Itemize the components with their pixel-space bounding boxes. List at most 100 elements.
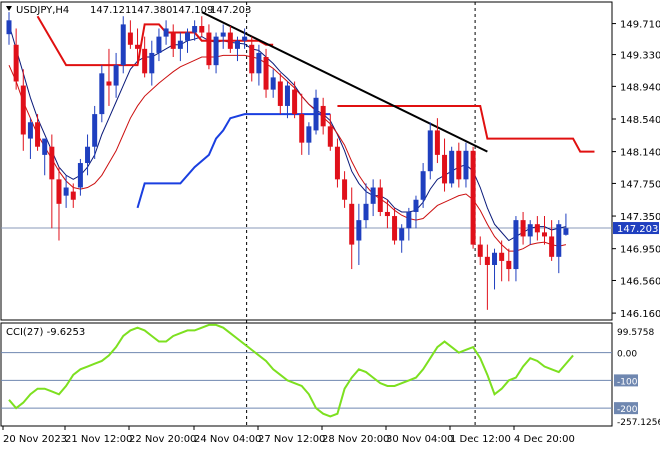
time-axis-label: 22 Nov 20:00 bbox=[129, 434, 196, 445]
candle-body bbox=[77, 163, 83, 188]
time-axis-label: 24 Nov 04:00 bbox=[194, 434, 261, 445]
candle-body bbox=[399, 228, 405, 241]
candle-body bbox=[549, 236, 555, 257]
price-panel[interactable] bbox=[0, 1, 613, 321]
candle-body bbox=[85, 146, 91, 164]
cci-axis-label: 99.5758 bbox=[617, 328, 654, 338]
candle-21 bbox=[156, 28, 162, 62]
candle-body bbox=[556, 224, 562, 257]
candle-body bbox=[442, 154, 448, 184]
price-axis-label: 146.950 bbox=[620, 245, 660, 256]
candle-68 bbox=[492, 248, 498, 290]
candle-body bbox=[313, 97, 319, 131]
candle-20 bbox=[149, 40, 155, 86]
candle-body bbox=[477, 244, 483, 257]
candle-25 bbox=[185, 28, 190, 53]
candle-body bbox=[470, 150, 476, 245]
candle-body bbox=[370, 187, 376, 204]
price-tag-value: 147.203 bbox=[617, 224, 658, 235]
candle-56 bbox=[406, 207, 412, 241]
candle-body bbox=[342, 179, 348, 200]
candle-body bbox=[35, 122, 41, 147]
price-axis: 149.710 149.330 148.940 148.540 148.140 147.7… bbox=[612, 20, 660, 320]
candle-39 bbox=[284, 81, 290, 119]
candle-36 bbox=[263, 48, 269, 98]
candle-32 bbox=[234, 36, 240, 62]
candle-69 bbox=[499, 240, 505, 282]
candle-body bbox=[299, 114, 305, 143]
candle-50 bbox=[363, 183, 369, 229]
candle-body bbox=[392, 216, 398, 241]
candle-54 bbox=[392, 207, 398, 245]
low-value: 147.109 bbox=[172, 5, 213, 16]
candle-7 bbox=[56, 167, 62, 241]
candle-8 bbox=[63, 175, 69, 208]
cci-line bbox=[8, 323, 574, 418]
time-axis-label: 4 Dec 20:00 bbox=[514, 434, 575, 445]
candle-46 bbox=[334, 138, 340, 188]
candle-body bbox=[220, 32, 226, 37]
candle-body bbox=[27, 122, 33, 139]
cci-axis: 99.5758 0.00 -100 -200 -257.1256 bbox=[614, 328, 660, 428]
price-axis-label: 148.540 bbox=[620, 115, 660, 126]
candle-body bbox=[170, 32, 176, 49]
candle-74 bbox=[534, 216, 540, 241]
cci-axis-label: 0.00 bbox=[617, 350, 637, 360]
candle-body bbox=[463, 150, 469, 180]
candle-body bbox=[127, 32, 133, 45]
candle-body bbox=[256, 52, 262, 74]
candle-14 bbox=[106, 48, 112, 106]
candle-body bbox=[320, 105, 326, 127]
candle-44 bbox=[320, 97, 326, 135]
candle-body bbox=[249, 44, 255, 74]
candle-12 bbox=[92, 105, 98, 159]
candle-body bbox=[42, 138, 48, 155]
time-axis-label: 27 Nov 12:00 bbox=[258, 434, 325, 445]
candle-11 bbox=[85, 134, 91, 176]
time-axis-label: 30 Nov 04:00 bbox=[386, 434, 453, 445]
candle-33 bbox=[242, 28, 248, 49]
candle-10 bbox=[77, 158, 83, 196]
candle-27 bbox=[199, 16, 205, 37]
candle-body bbox=[527, 224, 533, 237]
candle-body bbox=[234, 40, 240, 49]
candle-0 bbox=[6, 12, 12, 45]
close-value: 147.203 bbox=[210, 5, 251, 16]
time-axis-label: 1 Dec 12:00 bbox=[450, 434, 511, 445]
candle-body bbox=[492, 252, 498, 265]
price-axis-label: 148.940 bbox=[620, 82, 660, 93]
candle-47 bbox=[342, 171, 348, 208]
candle-62 bbox=[449, 146, 455, 188]
price-tag-background bbox=[613, 222, 659, 235]
candle-body bbox=[456, 150, 462, 180]
cci-panel[interactable] bbox=[0, 322, 613, 427]
high-value: 147.380 bbox=[131, 5, 172, 16]
candle-72 bbox=[520, 211, 526, 245]
candle-body bbox=[292, 89, 298, 115]
stop-high-line-1 bbox=[337, 104, 595, 153]
candle-1 bbox=[13, 28, 19, 90]
candle-4 bbox=[35, 114, 41, 151]
candle-58 bbox=[420, 163, 426, 208]
symbol-label: USDJPY,H4 bbox=[16, 5, 69, 16]
candles bbox=[6, 12, 569, 310]
time-axis-label: 28 Nov 20:00 bbox=[322, 434, 389, 445]
cci-axis-label: -200 bbox=[617, 405, 638, 415]
candle-body bbox=[513, 220, 519, 270]
current-price-tag: 147.203 bbox=[613, 222, 659, 235]
candle-22 bbox=[163, 20, 169, 45]
candle-body bbox=[506, 260, 512, 270]
candle-63 bbox=[456, 142, 462, 188]
time-axis-label: 21 Nov 12:00 bbox=[65, 434, 132, 445]
candle-body bbox=[227, 32, 233, 49]
candle-body bbox=[420, 171, 426, 200]
dropdown-triangle-icon[interactable] bbox=[6, 6, 12, 11]
candle-49 bbox=[356, 203, 362, 265]
candle-body bbox=[163, 28, 169, 37]
candle-48 bbox=[349, 187, 355, 270]
candle-body bbox=[99, 73, 105, 115]
price-axis-label: 146.160 bbox=[620, 309, 660, 320]
candle-body bbox=[520, 220, 526, 237]
